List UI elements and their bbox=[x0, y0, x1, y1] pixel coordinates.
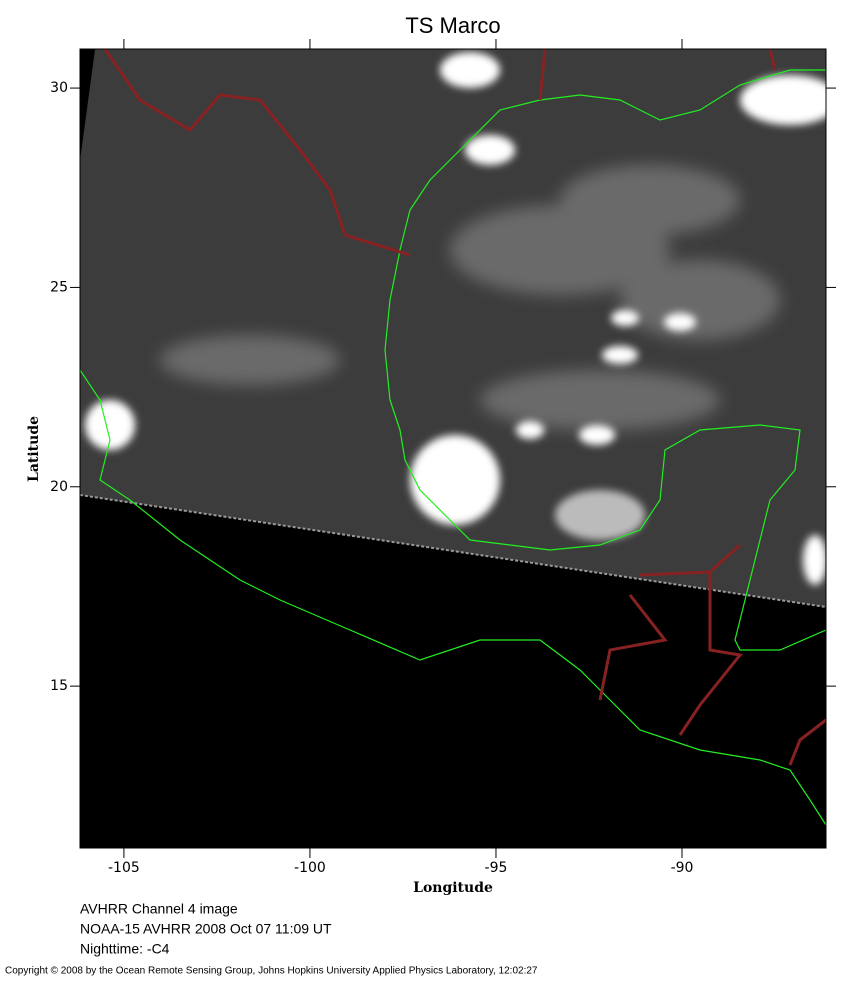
y-tick-label: 30 bbox=[50, 80, 68, 96]
copyright: Copyright © 2008 by the Ocean Remote Sen… bbox=[5, 966, 538, 977]
y-tick-label: 20 bbox=[50, 479, 68, 495]
note: Nighttime: -C4 bbox=[80, 941, 170, 957]
y-axis-label: Latitude bbox=[26, 416, 42, 482]
note: AVHRR Channel 4 image bbox=[80, 901, 238, 917]
map-frame bbox=[79, 48, 827, 849]
x-tick-label: -100 bbox=[294, 860, 326, 876]
map-title: TS Marco bbox=[405, 13, 500, 38]
border bbox=[103, 49, 826, 766]
y-tick-label: 25 bbox=[50, 279, 68, 295]
satellite-image bbox=[80, 49, 826, 848]
x-axis-label: Longitude bbox=[413, 880, 493, 896]
y-tick-label: 15 bbox=[50, 678, 68, 694]
coastline bbox=[80, 69, 826, 826]
note: NOAA-15 AVHRR 2008 Oct 07 11:09 UT bbox=[80, 921, 332, 937]
x-tick-label: -95 bbox=[485, 860, 508, 876]
x-tick-label: -90 bbox=[671, 860, 694, 876]
x-tick-label: -105 bbox=[108, 860, 140, 876]
axes: -105 -100 -95 -90 15 20 25 30 bbox=[50, 39, 836, 876]
